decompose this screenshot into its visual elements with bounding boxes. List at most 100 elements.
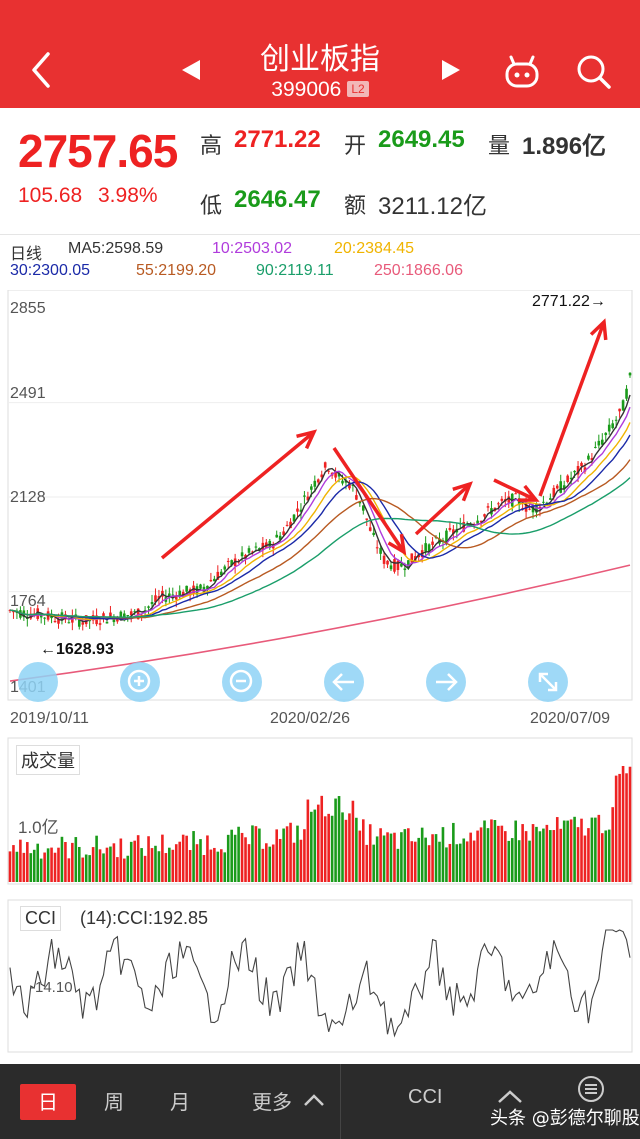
- price-change-percent: 3.98%: [98, 184, 158, 207]
- volume-bar: [576, 827, 580, 882]
- candle-body: [431, 541, 434, 545]
- volume-panel-label[interactable]: 成交量: [16, 745, 80, 775]
- volume-bar: [542, 828, 545, 882]
- candle-body: [427, 544, 431, 554]
- candle-body: [116, 617, 119, 622]
- volume-bar: [174, 844, 178, 882]
- volume-bar: [445, 847, 448, 882]
- candle-body: [154, 595, 157, 602]
- zoom-in-button[interactable]: [120, 662, 160, 702]
- candle-body: [507, 496, 511, 503]
- search-icon[interactable]: [574, 52, 614, 92]
- trend-arrow-down-2-head: [517, 484, 540, 502]
- candle-body: [587, 455, 590, 460]
- candle-body: [226, 560, 230, 562]
- volume-bar: [358, 830, 362, 882]
- ma90-value: 90:2119.11: [256, 262, 334, 279]
- candle-body: [213, 578, 216, 582]
- volume-bar: [268, 846, 272, 882]
- volume-bar: [98, 849, 102, 882]
- volume-tick: 1.0亿: [18, 818, 59, 837]
- divider: [0, 234, 640, 235]
- tab-week[interactable]: 周: [104, 1090, 124, 1114]
- zoom-out-button[interactable]: [222, 662, 262, 702]
- volume-bar: [157, 851, 161, 882]
- volume-bar: [19, 839, 22, 882]
- candle-body: [483, 514, 486, 517]
- tab-day[interactable]: 日: [20, 1084, 76, 1120]
- volume-bar: [271, 844, 275, 882]
- menu-circle-icon[interactable]: [576, 1074, 606, 1104]
- candle-body: [604, 432, 608, 436]
- volume-bar: [573, 816, 576, 882]
- volume-bar: [143, 855, 147, 882]
- volume-bar: [566, 820, 569, 882]
- candle-body: [296, 508, 299, 512]
- candle-body: [500, 498, 504, 501]
- volume-bar: [424, 837, 427, 882]
- candle-body: [396, 560, 400, 571]
- candle-body: [285, 524, 289, 526]
- volume-bar: [278, 838, 282, 882]
- volume-bar: [431, 834, 434, 882]
- volume-bar: [628, 766, 632, 882]
- chevron-up-icon[interactable]: [302, 1090, 326, 1110]
- top-nav-bar: 创业板指 399006 L2: [0, 0, 640, 108]
- cci-panel-label[interactable]: CCI: [20, 906, 61, 931]
- candle-body: [129, 611, 133, 616]
- candle-body: [600, 439, 604, 445]
- stock-code: 399006 L2: [0, 78, 640, 102]
- volume-bar: [337, 796, 341, 882]
- volume-bar: [462, 838, 466, 882]
- fullscreen-left-button[interactable]: [18, 662, 58, 702]
- high-marker: 2771.22→: [532, 293, 606, 310]
- quote-panel: 2757.65 105.68 3.98% 高 2771.22 开 2649.45…: [0, 108, 640, 235]
- volume-bar: [587, 828, 590, 882]
- pan-right-button[interactable]: [426, 662, 466, 702]
- candle-body: [580, 462, 583, 467]
- previous-stock-icon[interactable]: [182, 60, 200, 80]
- volume-bar: [26, 842, 29, 882]
- low-label: 低: [200, 194, 223, 219]
- volume-bar: [77, 846, 81, 882]
- candle-body: [552, 487, 556, 498]
- volume-bar: [74, 837, 78, 882]
- candle-body: [524, 502, 528, 512]
- volume-bar: [355, 817, 358, 882]
- y-tick-2855: 2855: [10, 300, 46, 317]
- volume-bar: [32, 849, 36, 882]
- pan-left-button[interactable]: [324, 662, 364, 702]
- candle-body: [126, 615, 130, 617]
- next-stock-icon[interactable]: [442, 60, 460, 80]
- candle-body: [81, 622, 85, 625]
- indicator-cci-button[interactable]: CCI: [408, 1086, 443, 1108]
- candle-body: [410, 553, 414, 563]
- volume-bar: [168, 847, 171, 882]
- volume-bar: [57, 847, 60, 882]
- back-arrow-icon[interactable]: [22, 46, 62, 94]
- amount-label: 额: [344, 194, 367, 219]
- volume-bar: [472, 840, 476, 882]
- volume-bar: [43, 852, 46, 882]
- volume-bar: [133, 840, 136, 882]
- volume-bar: [223, 852, 227, 882]
- kline-chart[interactable]: 2855 2491 2128 1764 1401 2771.22→ ←1628.…: [0, 290, 640, 1060]
- candle-body: [185, 585, 188, 592]
- cci-panel-frame: [7, 899, 633, 1053]
- candle-body: [43, 617, 46, 619]
- expand-button[interactable]: [528, 662, 568, 702]
- volume-bar: [479, 827, 483, 882]
- volume-bar: [209, 849, 213, 882]
- volume-bar: [604, 830, 608, 882]
- candle-body: [282, 531, 285, 536]
- tab-more[interactable]: 更多: [252, 1090, 292, 1114]
- volume-bar: [361, 819, 365, 882]
- tab-month[interactable]: 月: [170, 1090, 190, 1114]
- candle-body: [181, 591, 185, 597]
- volume-bar: [559, 828, 563, 882]
- home-icon[interactable]: [496, 1088, 524, 1112]
- volume-bar: [365, 844, 369, 882]
- candle-body: [230, 560, 233, 566]
- robot-assistant-icon[interactable]: [502, 52, 542, 92]
- trend-arrow-up-3-head: [589, 318, 608, 341]
